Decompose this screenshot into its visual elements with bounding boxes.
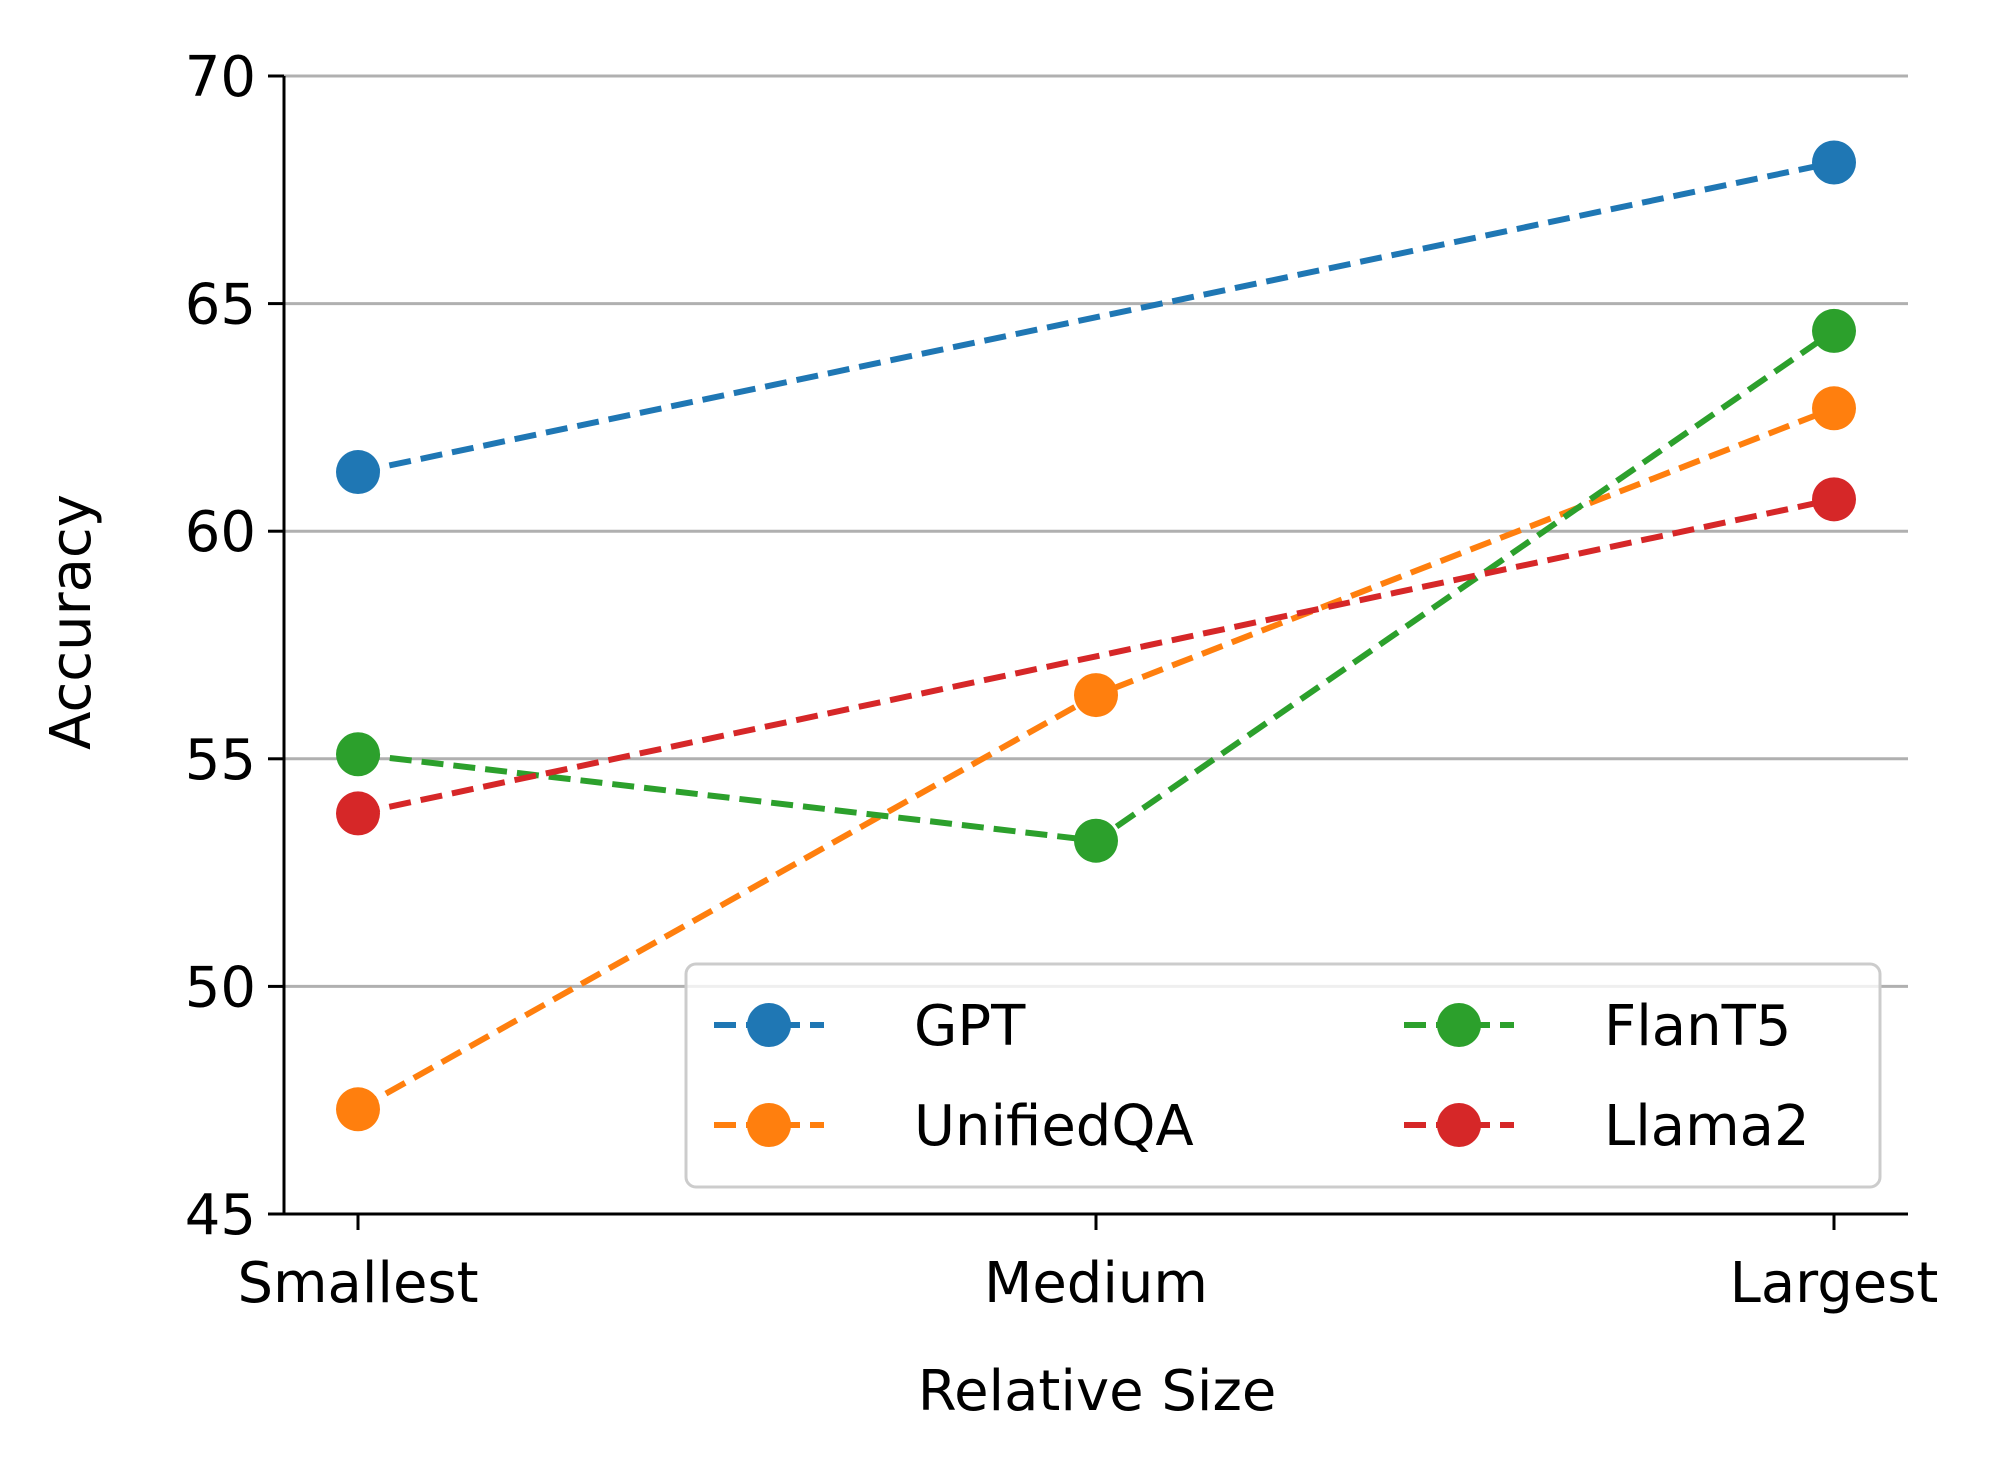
point-gpt-largest xyxy=(1812,140,1856,185)
y-tick-label: 45 xyxy=(185,1183,256,1248)
point-llama2-largest xyxy=(1812,477,1856,522)
legend-frame xyxy=(684,962,1882,1189)
legend-swatch-marker xyxy=(1437,1003,1481,1047)
series-line-llama2 xyxy=(357,496,1835,817)
legend-label: UnifiedQA xyxy=(914,1094,1194,1159)
point-unifiedqa-smallest xyxy=(336,1087,380,1132)
point-flant5-largest xyxy=(1812,308,1856,353)
y-tick-label: 60 xyxy=(185,500,256,565)
point-unifiedqa-largest xyxy=(1812,386,1856,431)
series-line-gpt xyxy=(357,159,1835,475)
x-axis-ticks: Smallest Medium Largest xyxy=(237,1214,1938,1316)
legend: GPT UnifiedQA FlanT5 Llama2 xyxy=(684,962,1882,1189)
legend-label: Llama2 xyxy=(1604,1094,1810,1159)
point-flant5-medium xyxy=(1074,818,1118,863)
point-unifiedqa-medium xyxy=(1074,673,1118,718)
series-markers xyxy=(336,140,1856,1132)
x-tick-label: Largest xyxy=(1730,1251,1939,1316)
legend-swatch-marker xyxy=(747,1103,791,1147)
legend-item-gpt: GPT xyxy=(714,994,1026,1059)
y-tick-label: 50 xyxy=(185,955,256,1020)
x-tick-label: Smallest xyxy=(237,1251,478,1316)
legend-item-unifiedqa: UnifiedQA xyxy=(714,1094,1194,1159)
legend-swatch-marker xyxy=(747,1003,791,1047)
point-gpt-smallest xyxy=(336,450,380,495)
y-tick-label: 55 xyxy=(185,728,256,793)
legend-item-llama2: Llama2 xyxy=(1404,1094,1810,1159)
y-axis-label: Accuracy xyxy=(39,494,104,750)
y-axis-ticks: 45 50 55 60 65 70 xyxy=(185,45,284,1248)
y-tick-label: 70 xyxy=(185,45,256,110)
legend-swatch-marker xyxy=(1437,1103,1481,1147)
legend-label: FlanT5 xyxy=(1604,994,1791,1059)
legend-label: GPT xyxy=(914,994,1026,1059)
point-llama2-smallest xyxy=(336,791,380,836)
y-tick-label: 65 xyxy=(185,273,256,338)
point-flant5-smallest xyxy=(336,732,380,777)
x-axis-label: Relative Size xyxy=(918,1359,1277,1424)
legend-item-flant5: FlanT5 xyxy=(1404,994,1791,1059)
x-tick-label: Medium xyxy=(984,1251,1208,1316)
